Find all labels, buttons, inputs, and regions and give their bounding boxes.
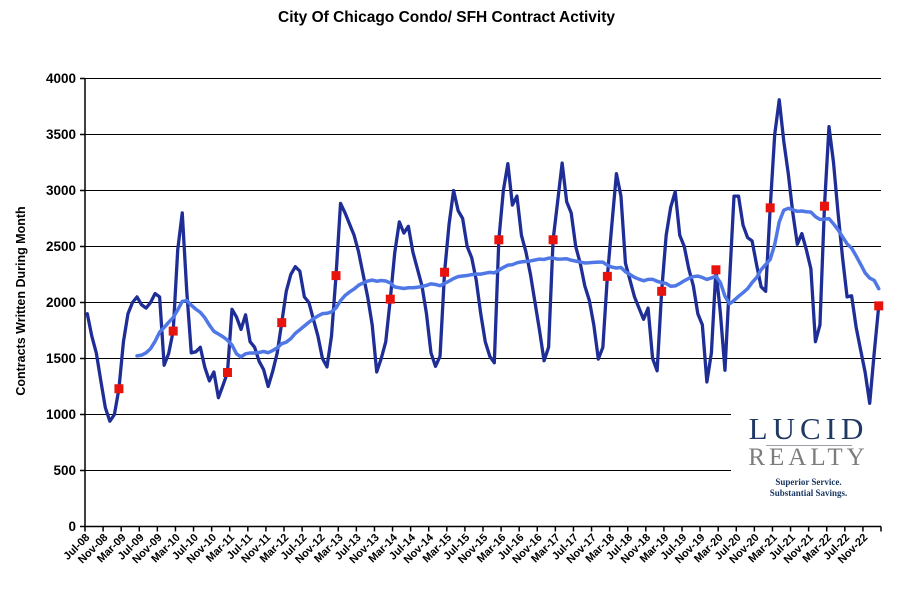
marker-square: [548, 235, 558, 245]
marker-square: [114, 384, 124, 394]
y-tick-label: 3500: [46, 127, 76, 142]
y-tick-label: 3000: [46, 183, 76, 198]
y-tick-label: 2500: [46, 239, 76, 254]
marker-square: [440, 267, 450, 277]
y-tick-label: 1500: [46, 351, 76, 366]
series-moving-average: [135, 206, 881, 359]
marker-square: [331, 271, 341, 281]
y-tick-label: 4000: [46, 71, 76, 86]
marker-square: [819, 201, 829, 211]
marker-square: [277, 318, 287, 328]
marker-square: [602, 271, 612, 281]
marker-square: [168, 326, 178, 336]
y-tick-label: 500: [53, 463, 76, 478]
marker-square: [874, 301, 884, 311]
marker-square: [385, 294, 395, 304]
logo-divider: [765, 445, 852, 446]
logo-tagline-line2: Substantial Savings.: [769, 488, 848, 498]
logo-tagline: Superior Service. Substantial Savings.: [731, 477, 886, 499]
y-tick-label: 2000: [46, 295, 76, 310]
y-tick-label: 1000: [46, 407, 76, 422]
marker-square: [711, 265, 721, 275]
logo-tagline-line1: Superior Service.: [775, 477, 842, 487]
y-tick-label: 0: [68, 519, 76, 534]
marker-square: [222, 368, 232, 377]
marker-square: [494, 235, 504, 245]
y-axis-title: Contracts Written During Month: [14, 206, 28, 396]
chart-title: City Of Chicago Condo/ SFH Contract Acti…: [278, 9, 615, 26]
lucid-realty-logo: LUCID REALTY Superior Service. Substanti…: [731, 408, 886, 510]
series-monthly-contracts: [85, 98, 881, 423]
marker-square: [657, 286, 667, 296]
marker-square: [765, 203, 775, 213]
logo-word-lucid: LUCID: [748, 411, 869, 446]
logo-word-realty: REALTY: [748, 444, 869, 471]
